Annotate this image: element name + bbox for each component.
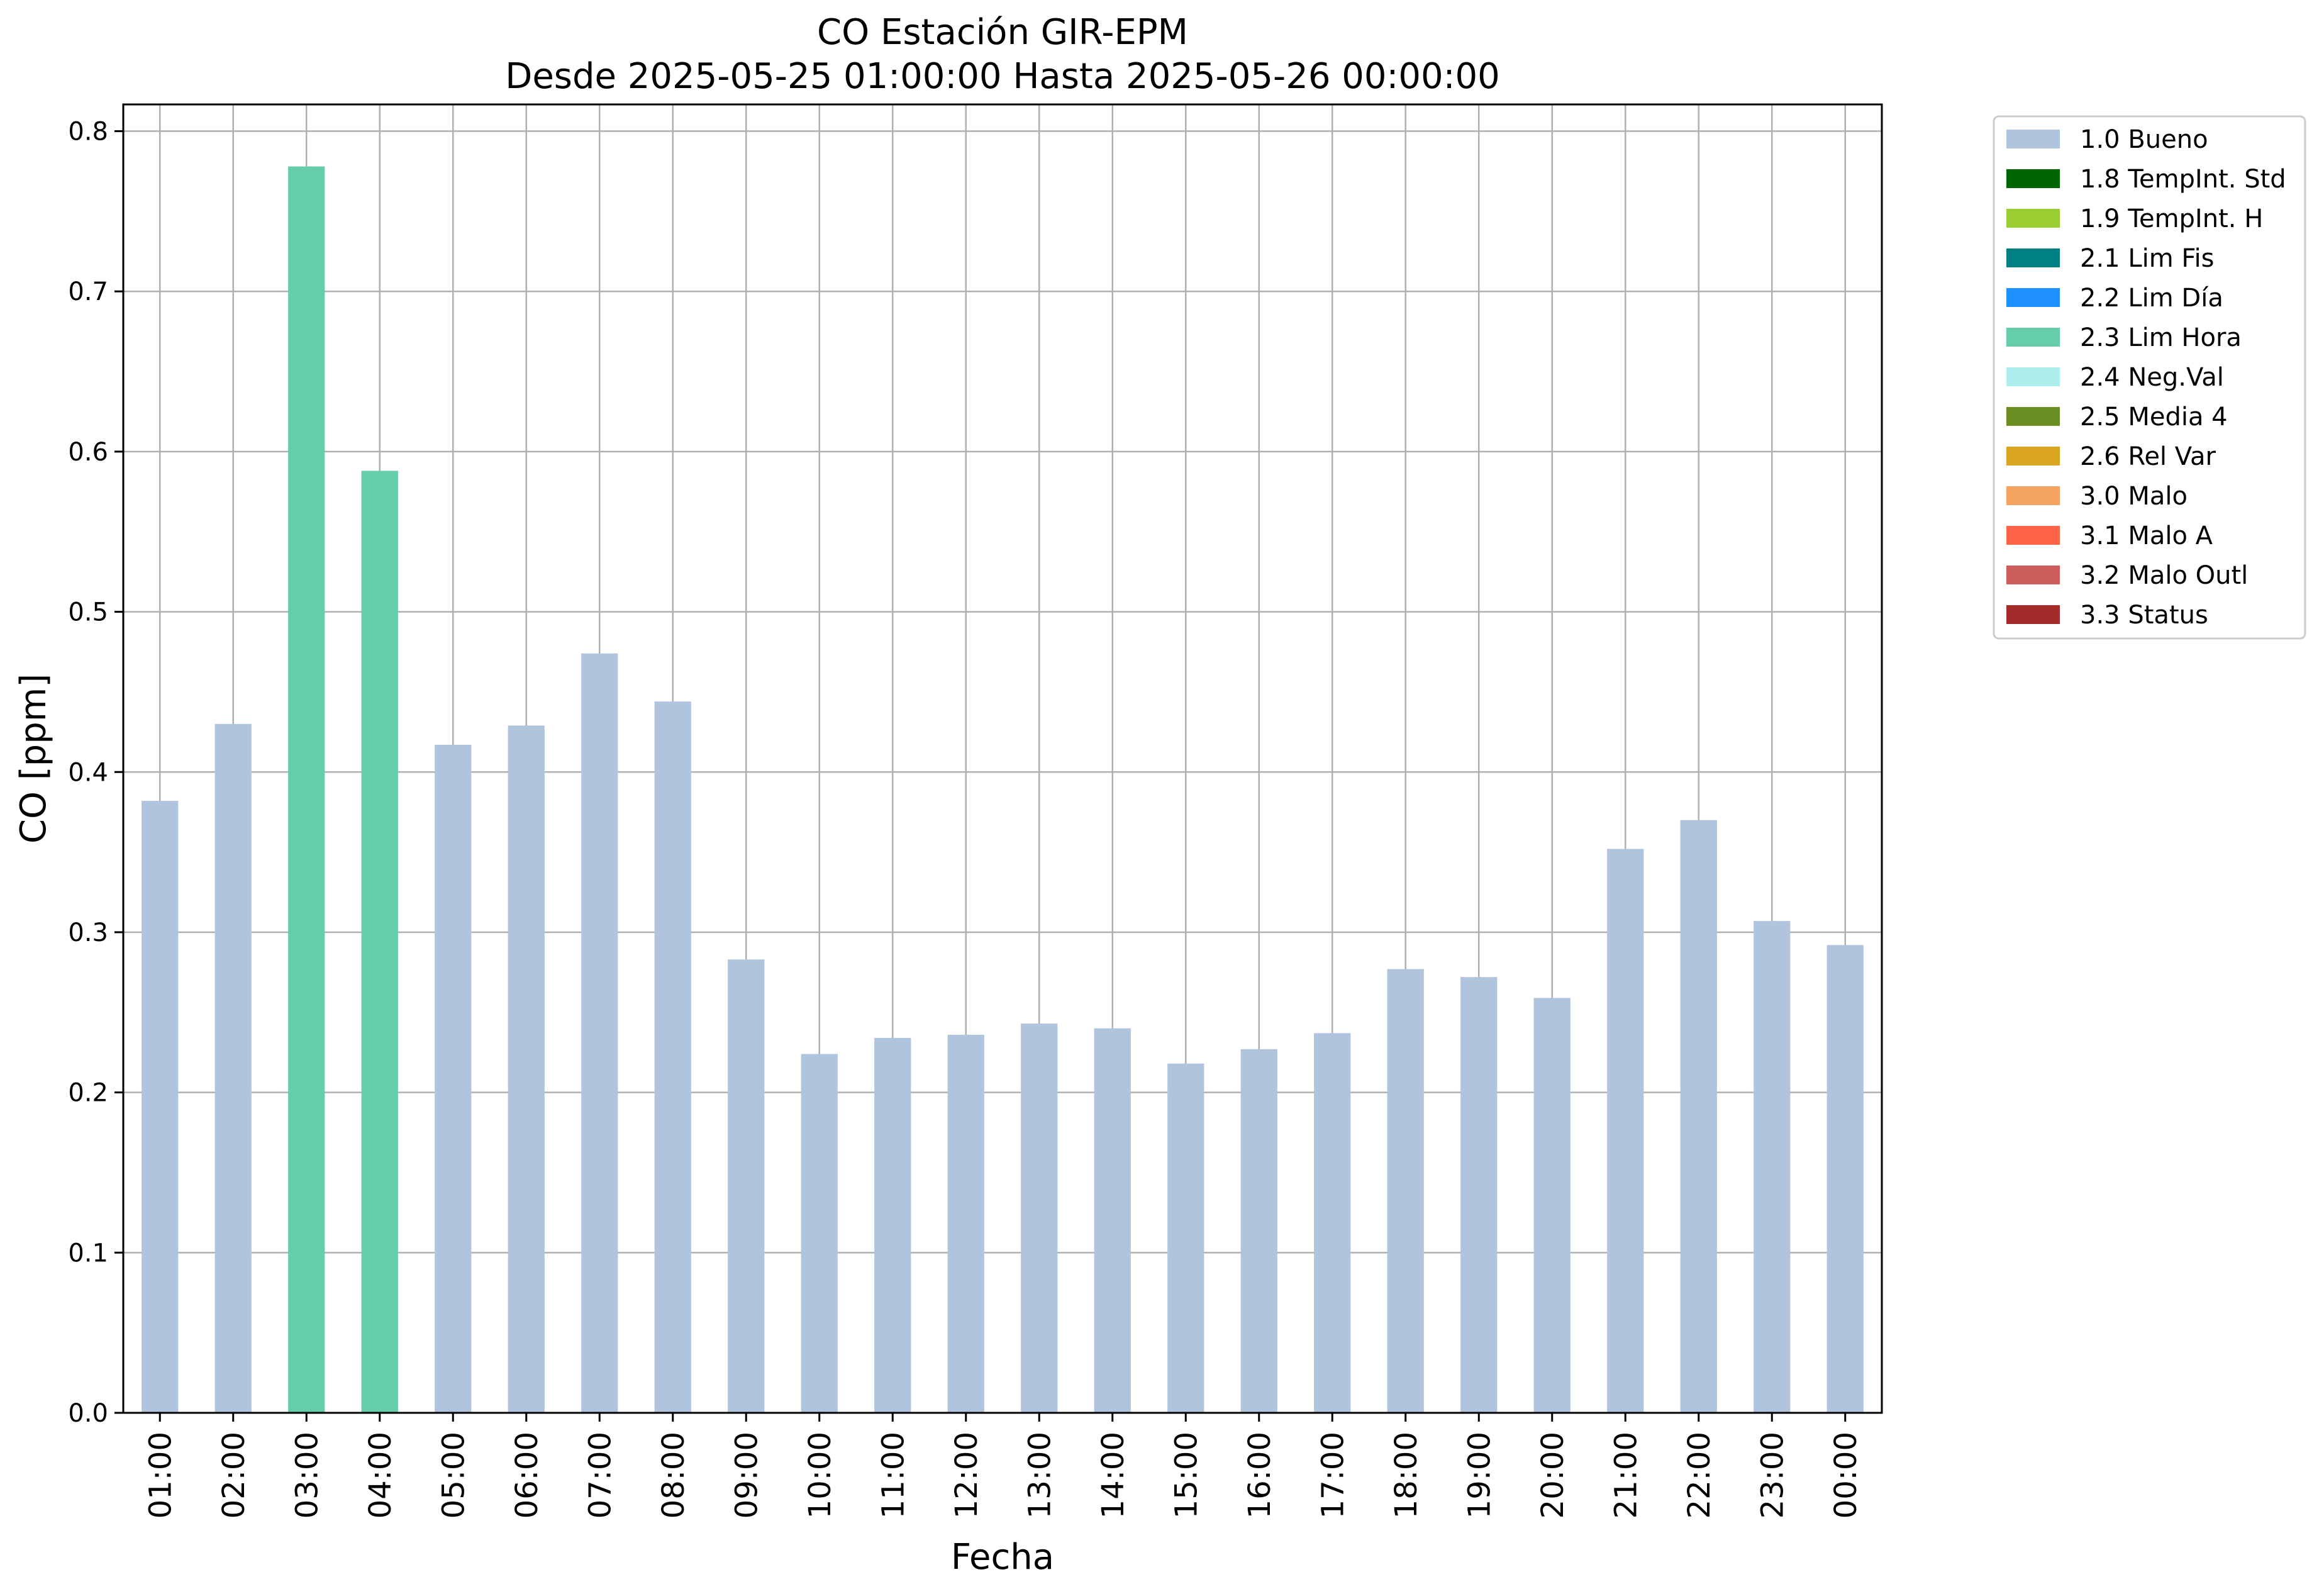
legend: 1.0 Bueno 1.8 TempInt. Std 1.9 TempInt. H 2… <box>1993 115 2306 640</box>
chart-subtitle: Desde 2025-05-25 01:00:00 Hasta 2025-05-… <box>505 56 1500 97</box>
legend-frame <box>1993 115 2306 640</box>
x-tick-label: 18:00 <box>1389 1432 1424 1519</box>
bar <box>801 1054 838 1413</box>
x-tick-label: 01:00 <box>143 1432 178 1519</box>
legend-swatch <box>2006 605 2060 624</box>
legend-label: 3.3 Status <box>2080 601 2208 630</box>
x-tick-label: 05:00 <box>436 1432 471 1519</box>
x-tick-label: 12:00 <box>949 1432 984 1519</box>
y-axis-ticks: 0.0 0.1 0.2 0.3 0.4 0.5 0.6 0.7 0.8 <box>68 118 123 1428</box>
bar <box>214 723 252 1413</box>
legend-label: 2.3 Lim Hora <box>2080 323 2242 352</box>
bar <box>654 701 691 1413</box>
bar <box>142 801 179 1413</box>
bar <box>1314 1033 1351 1413</box>
x-axis-ticks: 01:00 02:00 03:00 04:00 05:00 06:00 07:00 08:00… <box>143 1413 1864 1519</box>
bar <box>508 725 545 1413</box>
legend-label: 3.0 Malo <box>2080 482 2188 511</box>
x-tick-label: 13:00 <box>1022 1432 1057 1519</box>
y-tick-label: 0.3 <box>68 918 108 947</box>
x-tick-label: 04:00 <box>363 1432 398 1519</box>
legend-label: 2.5 Media 4 <box>2080 403 2228 432</box>
bar <box>361 471 398 1413</box>
bar <box>1533 998 1571 1413</box>
x-tick-label: 07:00 <box>582 1432 618 1519</box>
legend-swatch <box>2006 447 2060 465</box>
x-tick-label: 23:00 <box>1755 1432 1790 1519</box>
bar <box>435 744 472 1413</box>
legend-label: 3.1 Malo A <box>2080 521 2213 550</box>
legend-swatch <box>2006 367 2060 386</box>
x-tick-label: 14:00 <box>1096 1432 1131 1519</box>
legend-label: 3.2 Malo Outl <box>2080 561 2248 590</box>
bar <box>728 959 765 1413</box>
bar <box>288 166 325 1413</box>
x-tick-label: 21:00 <box>1608 1432 1643 1519</box>
bar <box>947 1034 984 1413</box>
y-tick-label: 0.8 <box>68 118 108 147</box>
legend-swatch <box>2006 130 2060 148</box>
legend-swatch <box>2006 566 2060 584</box>
x-tick-label: 11:00 <box>876 1432 911 1519</box>
x-tick-label: 02:00 <box>216 1432 252 1519</box>
bar <box>1754 921 1791 1413</box>
x-tick-label: 20:00 <box>1535 1432 1571 1519</box>
chart-title: CO Estación GIR-EPM <box>817 12 1188 53</box>
x-tick-label: 03:00 <box>289 1432 325 1519</box>
legend-items: 1.0 Bueno 1.8 TempInt. Std 1.9 TempInt. H 2… <box>2006 125 2286 630</box>
legend-swatch <box>2006 407 2060 426</box>
bar <box>1167 1063 1204 1413</box>
x-tick-label: 00:00 <box>1828 1432 1864 1519</box>
legend-swatch <box>2006 288 2060 307</box>
legend-label: 1.0 Bueno <box>2080 125 2208 154</box>
x-tick-label: 16:00 <box>1242 1432 1277 1519</box>
legend-label: 2.6 Rel Var <box>2080 442 2216 471</box>
x-tick-label: 22:00 <box>1682 1432 1717 1519</box>
bar <box>1460 977 1498 1413</box>
x-tick-label: 10:00 <box>803 1432 838 1519</box>
bar <box>581 653 618 1413</box>
legend-swatch <box>2006 209 2060 228</box>
legend-swatch <box>2006 486 2060 505</box>
legend-label: 2.1 Lim Fis <box>2080 244 2214 273</box>
y-axis-label: CO [ppm] <box>13 674 54 844</box>
bar <box>1094 1028 1131 1413</box>
legend-label: 2.2 Lim Día <box>2080 284 2223 313</box>
x-tick-label: 15:00 <box>1169 1432 1204 1519</box>
y-tick-label: 0.4 <box>68 758 108 787</box>
x-tick-label: 08:00 <box>656 1432 691 1519</box>
x-tick-label: 06:00 <box>509 1432 545 1519</box>
x-axis-label: Fecha <box>951 1537 1054 1578</box>
y-tick-label: 0.2 <box>68 1079 108 1108</box>
bar <box>874 1038 911 1413</box>
bar <box>1826 945 1864 1413</box>
legend-swatch <box>2006 526 2060 545</box>
bar <box>1680 820 1717 1413</box>
y-tick-label: 0.6 <box>68 438 108 467</box>
x-tick-label: 19:00 <box>1462 1432 1497 1519</box>
bar <box>1387 969 1424 1413</box>
legend-label: 1.9 TempInt. H <box>2080 204 2263 233</box>
legend-swatch <box>2006 328 2060 347</box>
plot-frame <box>122 103 1883 1414</box>
y-tick-label: 0.5 <box>68 598 108 627</box>
bar <box>1240 1049 1277 1413</box>
legend-swatch <box>2006 169 2060 188</box>
bar <box>1607 849 1644 1413</box>
y-tick-label: 0.0 <box>68 1399 108 1428</box>
legend-label: 1.8 TempInt. Std <box>2080 165 2286 194</box>
y-tick-label: 0.7 <box>68 277 108 306</box>
x-tick-label: 09:00 <box>729 1432 764 1519</box>
legend-label: 2.4 Neg.Val <box>2080 363 2224 392</box>
bar <box>1021 1023 1058 1413</box>
x-tick-label: 17:00 <box>1315 1432 1350 1519</box>
y-tick-label: 0.1 <box>68 1239 108 1268</box>
legend-swatch <box>2006 248 2060 267</box>
bars <box>142 166 1864 1413</box>
